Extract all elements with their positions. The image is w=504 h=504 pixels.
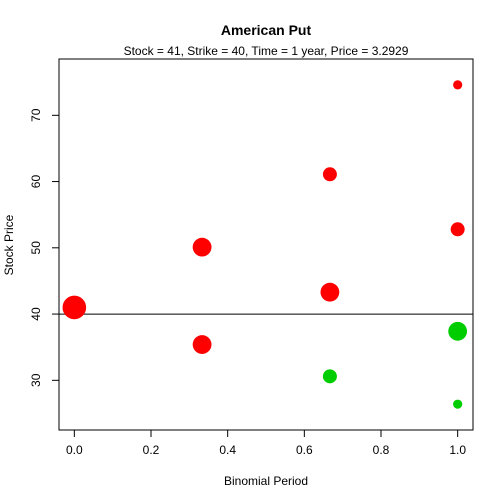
node-point-exercise [62,295,87,320]
node-point-exercise [320,282,340,302]
x-tick-label: 1.0 [449,443,466,457]
y-tick-label: 40 [29,307,43,321]
node-point-exercise [192,237,212,257]
x-tick-label: 0.8 [373,443,390,457]
y-axis-label: Stock Price [2,214,16,275]
y-tick-label: 50 [29,241,43,255]
x-tick-label: 0.6 [296,443,313,457]
plot-frame [58,58,474,431]
x-axis: 0.0 0.2 0.4 0.6 0.8 1.0 [66,429,466,457]
node-point-exercise [322,167,337,182]
x-tick-label: 0.0 [66,443,83,457]
points-layer [62,80,468,409]
y-tick-label: 70 [29,108,43,122]
y-tick-label: 60 [29,175,43,189]
node-point-exercise [192,335,212,354]
node-point-hold [448,321,468,341]
y-tick-label: 30 [29,373,43,387]
node-point-hold [453,399,463,409]
node-point-exercise [450,222,465,237]
x-tick-label: 0.4 [219,443,236,457]
node-point-hold [322,369,337,384]
chart-title: American Put [221,22,312,38]
node-point-exercise [453,80,463,90]
chart-subtitle: Stock = 41, Strike = 40, Time = 1 year, … [124,44,409,58]
x-axis-label: Binomial Period [224,474,308,488]
y-axis: 30 40 50 60 70 [29,108,60,387]
x-tick-label: 0.2 [143,443,160,457]
